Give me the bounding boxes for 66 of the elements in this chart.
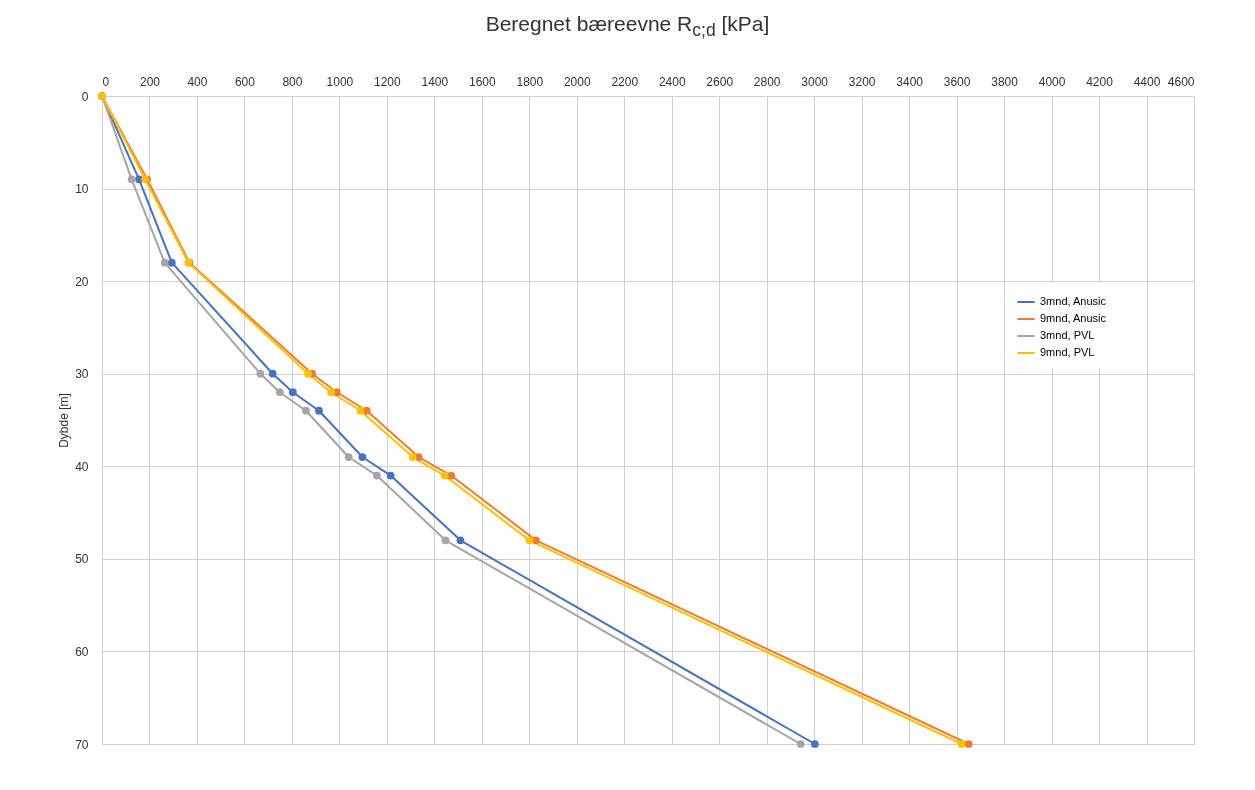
point xyxy=(525,536,534,545)
legend-label: 3mnd, Anusic xyxy=(1040,295,1107,307)
point xyxy=(256,369,265,378)
x-tick-label: 2800 xyxy=(753,74,781,89)
point xyxy=(957,740,966,748)
x-tick-label: 4600 xyxy=(1167,74,1195,89)
legend-label: 9mnd, Anusic xyxy=(1040,312,1107,324)
point xyxy=(268,369,277,378)
point xyxy=(315,406,323,415)
point xyxy=(127,175,136,184)
legend-label: 3mnd, PVL xyxy=(1040,329,1095,341)
x-tick-label: 2600 xyxy=(706,74,734,89)
point xyxy=(796,740,805,748)
chart-title: Beregnet bæreevne R$_{c;d}$ [kPa] xyxy=(484,12,771,42)
point xyxy=(441,536,450,545)
y-tick-label: 0 xyxy=(81,89,89,104)
x-tick-label: 4200 xyxy=(1086,74,1114,89)
point xyxy=(373,471,381,480)
point xyxy=(532,536,540,545)
point xyxy=(288,388,297,397)
point xyxy=(304,369,312,378)
y-tick-label: 40 xyxy=(75,459,89,474)
x-tick-label: 200 xyxy=(139,74,161,89)
point xyxy=(811,740,819,748)
point xyxy=(160,258,169,267)
x-tick-label: 3400 xyxy=(896,74,924,89)
y-tick-label: 30 xyxy=(75,367,89,382)
point xyxy=(275,388,284,397)
point xyxy=(302,406,310,415)
x-tick-label: 2000 xyxy=(563,74,591,89)
y-tick-label: 70 xyxy=(75,737,89,752)
legend-label: 9mnd, PVL xyxy=(1040,346,1095,358)
point xyxy=(356,406,365,415)
point xyxy=(386,471,395,480)
x-tick-label: 3000 xyxy=(801,74,829,89)
x-tick-label: 1600 xyxy=(468,74,496,89)
point xyxy=(358,453,367,461)
x-tick-label: 600 xyxy=(234,74,256,89)
point xyxy=(327,388,335,397)
x-tick-label: 4400 xyxy=(1133,74,1161,89)
point xyxy=(964,740,973,748)
point xyxy=(447,471,456,480)
x-tick-label: 2200 xyxy=(611,74,639,89)
y-tick-label: 60 xyxy=(75,644,89,659)
y-tick-label: 50 xyxy=(75,552,89,567)
x-tick-label: 1800 xyxy=(516,74,544,89)
x-tick-label: 3200 xyxy=(848,74,876,89)
x-tick-label: 1400 xyxy=(421,74,449,89)
point xyxy=(456,536,465,545)
point xyxy=(167,258,176,267)
x-tick-label: 4000 xyxy=(1038,74,1066,89)
x-tick-label: 1200 xyxy=(374,74,402,89)
y-axis-title: Dybde [m] xyxy=(57,393,72,448)
x-tick-label: 3600 xyxy=(943,74,971,89)
x-tick-label: 1000 xyxy=(326,74,354,89)
x-tick-label: 0 xyxy=(102,74,110,89)
point xyxy=(344,453,353,461)
x-tick-label: 400 xyxy=(187,74,208,89)
x-tick-label: 800 xyxy=(282,74,303,89)
y-tick-label: 10 xyxy=(75,182,89,197)
y-tick-label: 20 xyxy=(75,274,89,289)
point xyxy=(362,406,371,415)
point xyxy=(408,453,417,461)
x-tick-label: 2400 xyxy=(658,74,686,89)
point xyxy=(440,471,449,480)
x-tick-label: 3800 xyxy=(991,74,1019,89)
